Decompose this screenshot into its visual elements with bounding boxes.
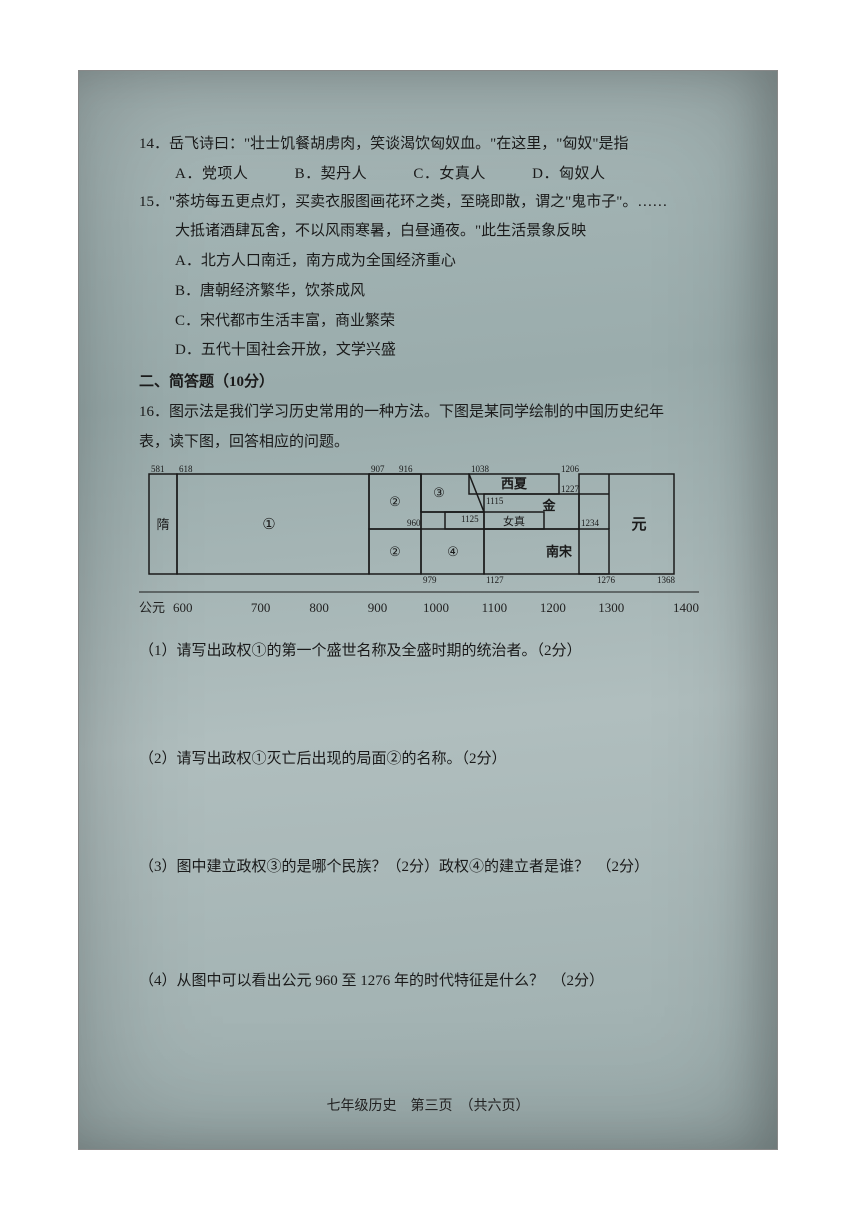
q14-opt-c: C．女真人 bbox=[413, 161, 486, 189]
page-footer: 七年级历史 第三页 （共六页） bbox=[79, 1095, 777, 1115]
q16-sub2: （2）请写出政权①灭亡后出现的局面②的名称。（2分） bbox=[139, 746, 719, 774]
axis-1100: 1100 bbox=[465, 596, 523, 620]
q16-stem-1: 16．图示法是我们学习历史常用的一种方法。下图是某同学绘制的中国历史纪年 bbox=[139, 399, 719, 427]
label-sui: 隋 bbox=[156, 517, 169, 532]
yr-581: 581 bbox=[151, 464, 165, 474]
yr-916: 916 bbox=[399, 464, 413, 474]
axis-1400: 1400 bbox=[641, 596, 699, 620]
q15-stem-2: 大抵诸酒肆瓦舍，不以风雨寒暑，白昼通夜。"此生活景象反映 bbox=[139, 218, 719, 246]
yr-979: 979 bbox=[423, 575, 437, 585]
axis-prefix: 公元 bbox=[139, 596, 173, 620]
axis-600: 600 bbox=[173, 596, 231, 620]
q15-text-1: "茶坊每五更点灯，买卖衣服图画花环之类，至晓即散，谓之"鬼市子"。…… bbox=[169, 194, 667, 210]
label-jin: 金 bbox=[541, 498, 556, 513]
axis-800: 800 bbox=[290, 596, 348, 620]
q14-stem: 14．岳飞诗曰："壮士饥餐胡虏肉，笑谈渴饮匈奴血。"在这里，"匈奴"是指 bbox=[139, 131, 719, 159]
label-nvzhen: 女真 bbox=[503, 514, 525, 528]
page-content: 14．岳飞诗曰："壮士饥餐胡虏肉，笑谈渴饮匈奴血。"在这里，"匈奴"是指 A．党… bbox=[139, 131, 719, 997]
yr-1206: 1206 bbox=[561, 464, 580, 474]
label-xixia: 西夏 bbox=[501, 476, 528, 491]
label-2a: ② bbox=[389, 494, 401, 509]
q15-opt-b: B．唐朝经济繁华，饮茶成风 bbox=[139, 278, 719, 306]
q15-num: 15． bbox=[139, 194, 169, 210]
q14-opt-d: D．匈奴人 bbox=[532, 161, 605, 189]
yr-1038: 1038 bbox=[471, 464, 490, 474]
yr-907: 907 bbox=[371, 464, 385, 474]
timeline-svg: 隋 ① ② ② ③ ④ 西夏 金 女真 南宋 元 581 618 907 916 bbox=[139, 464, 699, 594]
yr-1127: 1127 bbox=[486, 575, 504, 585]
label-2b: ② bbox=[389, 544, 401, 559]
label-yuan: 元 bbox=[631, 516, 646, 533]
timeline-diagram: 隋 ① ② ② ③ ④ 西夏 金 女真 南宋 元 581 618 907 916 bbox=[139, 464, 719, 620]
yr-1227: 1227 bbox=[561, 484, 580, 494]
axis-700: 700 bbox=[231, 596, 289, 620]
yr-1115: 1115 bbox=[486, 496, 504, 506]
q14-text: 岳飞诗曰："壮士饥餐胡虏肉，笑谈渴饮匈奴血。"在这里，"匈奴"是指 bbox=[169, 136, 629, 152]
q16-num: 16． bbox=[139, 404, 169, 420]
label-1: ① bbox=[262, 517, 275, 533]
q16-stem-2: 表，读下图，回答相应的问题。 bbox=[139, 429, 719, 457]
axis-1200: 1200 bbox=[524, 596, 582, 620]
q15-opt-c: C．宋代都市生活丰富，商业繁荣 bbox=[139, 308, 719, 336]
q16-sub1: （1）请写出政权①的第一个盛世名称及全盛时期的统治者。（2分） bbox=[139, 638, 719, 666]
axis-1300: 1300 bbox=[582, 596, 640, 620]
q14-opt-a: A．党项人 bbox=[175, 161, 248, 189]
yr-1276: 1276 bbox=[597, 575, 616, 585]
q15-opt-d: D．五代十国社会开放，文学兴盛 bbox=[139, 337, 719, 365]
q16-sub4: （4）从图中可以看出公元 960 至 1276 年的时代特征是什么？ （2分） bbox=[139, 968, 719, 996]
label-3: ③ bbox=[433, 485, 445, 500]
q15-opt-a: A．北方人口南迁，南方成为全国经济重心 bbox=[139, 248, 719, 276]
scanned-page: 14．岳飞诗曰："壮士饥餐胡虏肉，笑谈渴饮匈奴血。"在这里，"匈奴"是指 A．党… bbox=[78, 70, 778, 1150]
yr-960: 960 bbox=[407, 518, 421, 528]
yr-1234: 1234 bbox=[581, 518, 600, 528]
timeline-axis: 公元 600 700 800 900 1000 1100 1200 1300 1… bbox=[139, 596, 699, 620]
q14-options: A．党项人 B．契丹人 C．女真人 D．匈奴人 bbox=[139, 161, 719, 189]
axis-1000: 1000 bbox=[407, 596, 465, 620]
section-2-heading: 二、简答题（10分） bbox=[139, 369, 719, 397]
yr-1125: 1125 bbox=[461, 514, 479, 524]
q14-num: 14． bbox=[139, 136, 169, 152]
q15-stem-1: 15．"茶坊每五更点灯，买卖衣服图画花环之类，至晓即散，谓之"鬼市子"。…… bbox=[139, 189, 719, 217]
q16-sub3: （3）图中建立政权③的是哪个民族？（2分）政权④的建立者是谁？ （2分） bbox=[139, 854, 719, 882]
q14-opt-b: B．契丹人 bbox=[295, 161, 368, 189]
yr-618: 618 bbox=[179, 464, 193, 474]
yr-1368: 1368 bbox=[657, 575, 676, 585]
label-4: ④ bbox=[447, 544, 459, 559]
axis-900: 900 bbox=[348, 596, 406, 620]
q16-text-1: 图示法是我们学习历史常用的一种方法。下图是某同学绘制的中国历史纪年 bbox=[169, 404, 664, 420]
label-nansong: 南宋 bbox=[546, 544, 573, 559]
